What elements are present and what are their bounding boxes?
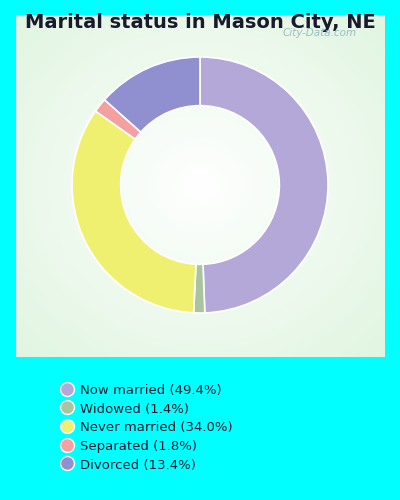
- Text: City-Data.com: City-Data.com: [283, 28, 357, 38]
- Wedge shape: [72, 111, 196, 313]
- Legend: Now married (49.4%), Widowed (1.4%), Never married (34.0%), Separated (1.8%), Di: Now married (49.4%), Widowed (1.4%), Nev…: [58, 378, 238, 477]
- Text: Marital status in Mason City, NE: Marital status in Mason City, NE: [25, 12, 375, 32]
- Wedge shape: [194, 264, 205, 313]
- Wedge shape: [96, 100, 141, 139]
- Wedge shape: [104, 57, 200, 132]
- Wedge shape: [200, 57, 328, 313]
